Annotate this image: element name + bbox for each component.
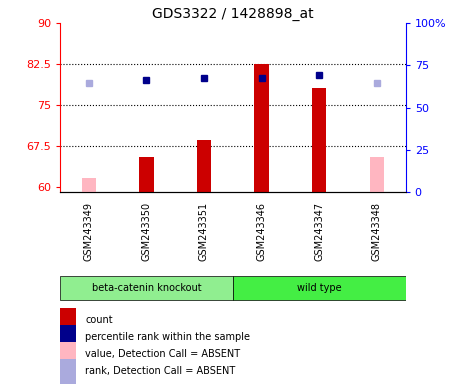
Text: count: count	[85, 314, 113, 324]
Text: GSM243348: GSM243348	[372, 202, 382, 261]
Text: value, Detection Call = ABSENT: value, Detection Call = ABSENT	[85, 349, 240, 359]
Text: GSM243346: GSM243346	[257, 202, 266, 261]
Bar	[312, 88, 326, 192]
Text: beta-catenin knockout: beta-catenin knockout	[92, 283, 201, 293]
Title: GDS3322 / 1428898_at: GDS3322 / 1428898_at	[152, 7, 313, 21]
Text: percentile rank within the sample: percentile rank within the sample	[85, 332, 250, 342]
Bar	[60, 342, 76, 366]
Bar	[370, 157, 384, 192]
Text: GSM243347: GSM243347	[314, 202, 324, 261]
Bar	[139, 157, 154, 192]
Text: rank, Detection Call = ABSENT: rank, Detection Call = ABSENT	[85, 366, 236, 376]
Bar	[60, 359, 76, 384]
Text: wild type: wild type	[297, 283, 342, 293]
Bar	[82, 179, 96, 192]
Bar	[60, 308, 76, 332]
Bar	[197, 140, 211, 192]
Bar	[233, 276, 406, 300]
Text: GSM243350: GSM243350	[142, 202, 151, 261]
Bar	[60, 276, 233, 300]
Text: GSM243351: GSM243351	[199, 202, 209, 261]
Text: GSM243349: GSM243349	[84, 202, 94, 261]
Bar	[254, 64, 269, 192]
Bar	[60, 325, 76, 349]
